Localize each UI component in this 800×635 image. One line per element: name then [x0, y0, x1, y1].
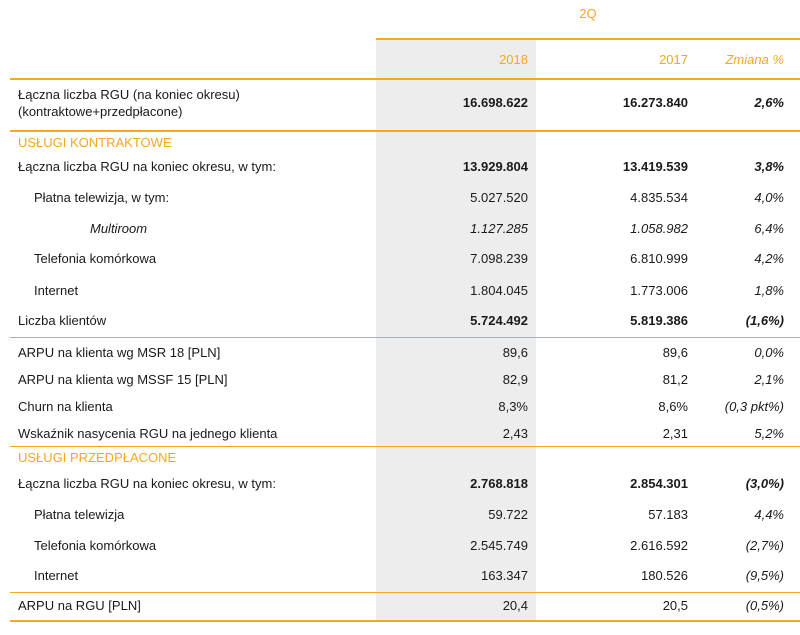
value-2018: 82,9 — [502, 372, 528, 387]
row-label: Telefonia komórkowa — [34, 251, 157, 266]
row-label: Liczba klientów — [18, 313, 107, 328]
row-label-line2: (kontraktowe+przedpłacone) — [18, 104, 183, 119]
row-label: ARPU na klienta wg MSR 18 [PLN] — [18, 345, 221, 360]
column-header-2017: 2017 — [659, 52, 688, 67]
row-divider — [10, 337, 800, 338]
value-2018: 5.724.492 — [470, 313, 528, 328]
value-2017: 180.526 — [641, 568, 688, 583]
value-change: 4,2% — [754, 251, 784, 266]
value-2018: 7.098.239 — [470, 251, 528, 266]
value-2018: 2.545.749 — [470, 538, 528, 553]
value-2018: 59.722 — [488, 507, 528, 522]
column-header-2018: 2018 — [499, 52, 528, 67]
value-2018: 2.768.818 — [470, 476, 528, 491]
value-change: (3,0%) — [745, 476, 784, 491]
value-2018: 8,3% — [498, 399, 528, 414]
value-2017: 13.419.539 — [622, 159, 688, 174]
period-header: 2Q — [579, 6, 597, 21]
value-change: 6,4% — [754, 221, 784, 236]
highlight-column-2018 — [376, 38, 536, 621]
row-label: Płatna telewizja — [34, 507, 125, 522]
section-title-contract: USŁUGI KONTRAKTOWE — [18, 135, 172, 150]
value-change: 3,8% — [754, 159, 784, 174]
value-2017: 8,6% — [658, 399, 688, 414]
value-2018: 89,6 — [502, 345, 528, 360]
section-divider — [10, 446, 800, 447]
value-2017: 2,31 — [662, 426, 688, 441]
value-2017: 16.273.840 — [622, 95, 688, 110]
row-label: Łączna liczba RGU na koniec okresu, w ty… — [18, 476, 276, 491]
column-header-change: Zmiana % — [725, 52, 784, 67]
value-2017: 1.058.982 — [630, 221, 688, 236]
value-change: 2,6% — [754, 95, 784, 110]
value-change: 4,0% — [754, 190, 784, 205]
value-2017: 5.819.386 — [630, 313, 688, 328]
period-header-rule — [376, 38, 800, 40]
value-2017: 6.810.999 — [630, 251, 688, 266]
value-change: 0,0% — [754, 345, 784, 360]
value-2017: 81,2 — [662, 372, 688, 387]
value-change: (9,5%) — [745, 568, 784, 583]
value-2018: 163.347 — [481, 568, 528, 583]
value-2017: 1.773.006 — [630, 283, 688, 298]
row-label: Internet — [34, 568, 79, 583]
value-2017: 57.183 — [648, 507, 688, 522]
value-change: (0,3 pkt%) — [724, 399, 784, 414]
value-change: (2,7%) — [745, 538, 784, 553]
row-label: Łączna liczba RGU na koniec okresu, w ty… — [18, 159, 276, 174]
value-2017: 89,6 — [662, 345, 688, 360]
value-change: 4,4% — [754, 507, 784, 522]
value-2018: 20,4 — [502, 598, 528, 613]
value-2018: 16.698.622 — [462, 95, 528, 110]
value-change: 5,2% — [754, 426, 784, 441]
value-2017: 2.616.592 — [630, 538, 688, 553]
value-2018: 5.027.520 — [470, 190, 528, 205]
row-label-line1: Łączna liczba RGU (na koniec okresu) — [18, 87, 240, 102]
value-2018: 1.127.285 — [470, 221, 528, 236]
value-2017: 4.835.534 — [630, 190, 688, 205]
value-2017: 20,5 — [662, 598, 688, 613]
value-change: 2,1% — [754, 372, 784, 387]
value-2017: 2.854.301 — [630, 476, 688, 491]
section-title-prepaid: USŁUGI PRZEDPŁACONE — [18, 450, 177, 465]
row-label: Wskaźnik nasycenia RGU na jednego klient… — [18, 426, 278, 441]
row-label: Churn na klienta — [18, 399, 113, 414]
section-divider — [10, 130, 800, 132]
row-label: Internet — [34, 283, 79, 298]
header-divider — [10, 78, 800, 80]
table-bottom-rule — [10, 620, 800, 622]
row-divider — [10, 592, 800, 593]
row-label: Łączna liczba RGU (na koniec okresu) (ko… — [18, 86, 240, 120]
value-change: (0,5%) — [745, 598, 784, 613]
value-2018: 13.929.804 — [462, 159, 528, 174]
value-2018: 2,43 — [502, 426, 528, 441]
row-label: Płatna telewizja, w tym: — [34, 190, 170, 205]
value-2018: 1.804.045 — [470, 283, 528, 298]
value-change: (1,6%) — [745, 313, 784, 328]
row-label: ARPU na klienta wg MSSF 15 [PLN] — [18, 372, 228, 387]
row-label: ARPU na RGU [PLN] — [18, 598, 141, 613]
row-label: Telefonia komórkowa — [34, 538, 157, 553]
row-label: Multiroom — [90, 221, 148, 236]
value-change: 1,8% — [754, 283, 784, 298]
